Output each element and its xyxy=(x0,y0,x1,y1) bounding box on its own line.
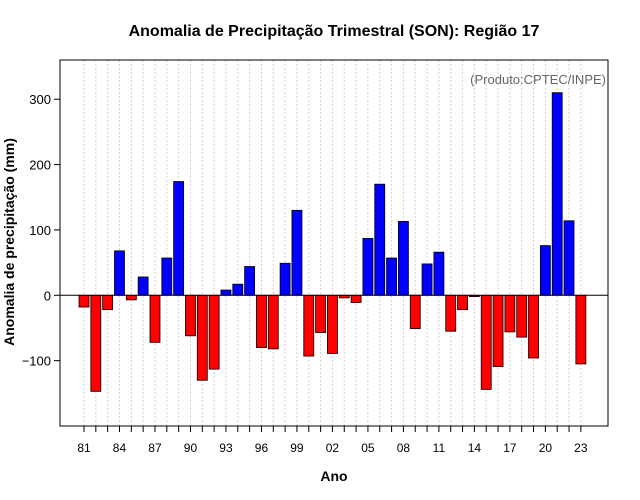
x-tick-label: 11 xyxy=(433,441,446,455)
bar-2020 xyxy=(539,245,551,296)
bar-2013 xyxy=(457,294,468,311)
bar-2004 xyxy=(350,294,362,303)
y-axis: −100 0 100 200 300 xyxy=(22,92,60,369)
plot-frame xyxy=(59,59,609,427)
x-tick-label: 20 xyxy=(539,441,553,455)
bar-2000 xyxy=(303,294,315,357)
credit-text: (Produto:CPTEC/INPE) xyxy=(470,72,606,87)
x-tick-label: 05 xyxy=(361,441,375,455)
bar-2022 xyxy=(563,220,575,296)
bar-1984 xyxy=(114,250,125,296)
bar-1990 xyxy=(185,294,196,337)
x-tick-label: 08 xyxy=(397,441,411,455)
x-tick-label: 96 xyxy=(255,441,269,455)
bar-1998 xyxy=(279,262,291,296)
vertical-gridlines xyxy=(83,60,582,426)
bar-1983 xyxy=(102,294,114,311)
x-axis: 81 84 87 90 93 96 99 02 05 08 11 14 17 20 23 xyxy=(77,426,588,455)
bar-2018 xyxy=(516,294,528,338)
bar-2023 xyxy=(575,294,587,365)
bar-1989 xyxy=(173,181,185,296)
y-tick-label: 300 xyxy=(29,92,51,107)
bar-2019 xyxy=(528,294,539,359)
x-tick-label: 17 xyxy=(503,441,517,455)
bar-1991 xyxy=(196,294,208,381)
bar-2010 xyxy=(421,263,433,296)
bar-2002 xyxy=(327,294,338,354)
y-tick-label: −100 xyxy=(22,354,51,369)
y-tick-label: 200 xyxy=(29,158,51,173)
x-tick-label: 02 xyxy=(326,441,340,455)
x-tick-label: 93 xyxy=(219,441,233,455)
bar-1986 xyxy=(137,276,149,296)
bar-2017 xyxy=(504,294,516,333)
bar-2021 xyxy=(551,92,563,296)
bars xyxy=(78,92,587,392)
bar-2008 xyxy=(398,221,409,296)
chart-title: Anomalia de Precipitação Trimestral (SON… xyxy=(129,23,540,40)
bar-1994 xyxy=(232,283,244,296)
bar-1985 xyxy=(125,294,137,301)
bar-1999 xyxy=(291,209,303,296)
bar-1996 xyxy=(256,294,267,348)
x-tick-label: 84 xyxy=(113,441,127,455)
x-tick-label: 99 xyxy=(290,441,304,455)
y-tick-label: 100 xyxy=(29,223,51,238)
x-tick-label: 87 xyxy=(148,441,162,455)
bar-2007 xyxy=(386,257,397,296)
bar-1995 xyxy=(244,266,256,296)
y-axis-label: Anomalia de precipitação (mm) xyxy=(1,138,17,346)
bar-1992 xyxy=(208,294,220,370)
bar-1981 xyxy=(78,294,90,308)
bar-1982 xyxy=(90,294,102,392)
bar-1987 xyxy=(149,294,161,343)
x-tick-label: 81 xyxy=(77,441,91,455)
bar-2015 xyxy=(480,294,492,390)
bar-2012 xyxy=(445,294,457,332)
bar-1997 xyxy=(267,294,279,350)
bar-2016 xyxy=(492,294,504,367)
y-tick-label: 0 xyxy=(44,288,51,303)
bar-2011 xyxy=(433,251,445,296)
x-tick-label: 14 xyxy=(468,441,482,455)
bar-1993 xyxy=(220,289,232,296)
x-axis-label: Ano xyxy=(320,468,347,484)
bar-2005 xyxy=(362,238,374,296)
bar-1988 xyxy=(161,257,173,296)
bar-2006 xyxy=(374,183,386,296)
bar-2009 xyxy=(409,294,421,330)
x-tick-label: 23 xyxy=(574,441,588,455)
x-tick-label: 90 xyxy=(184,441,198,455)
bar-2001 xyxy=(315,294,327,333)
